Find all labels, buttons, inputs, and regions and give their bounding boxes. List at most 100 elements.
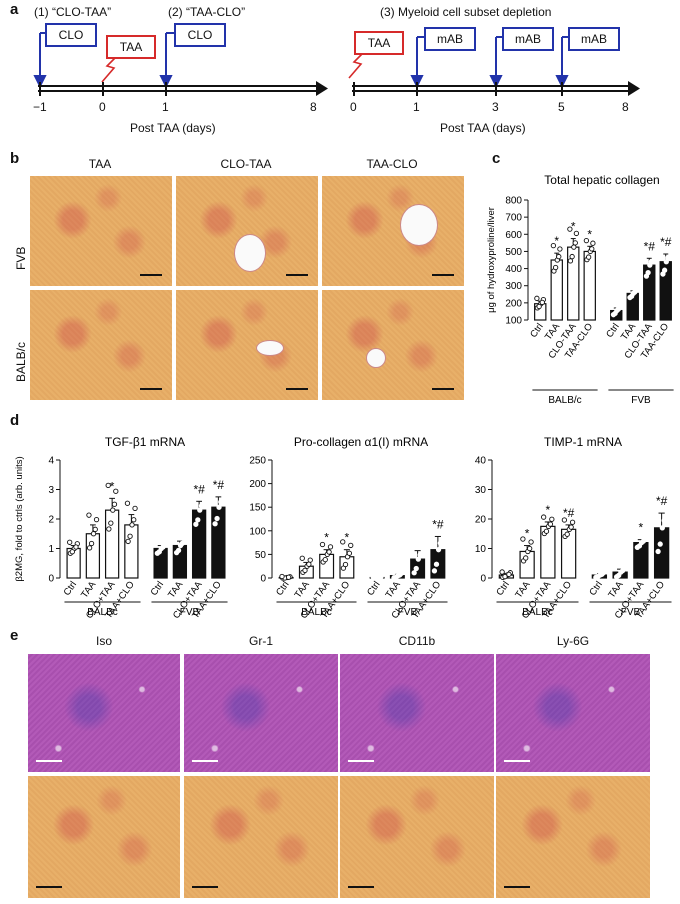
panel-letter-e: e [10,627,19,644]
data-point [632,289,638,295]
data-point [197,507,203,513]
data-point [666,246,672,253]
data-point [306,561,312,567]
scale-bar [36,886,62,888]
significance-marker: * [554,234,559,248]
y-axis-label: β2MG, fold to ctrls (arb. units) [14,456,25,581]
scale-bar [504,760,530,762]
scale-bar [348,886,374,888]
data-point [219,488,225,494]
data-point [572,240,578,246]
significance-marker: * [345,531,350,545]
y-tick-label: 100 [249,526,266,537]
micrograph-e-he-cd11b [340,654,494,772]
data-point [160,544,166,550]
y-tick-label: 700 [505,213,522,224]
data-point [73,544,79,550]
significance-marker: *# [656,494,668,508]
significance-marker: * [110,479,115,493]
mab-box-1: mAB [424,27,476,51]
data-point [564,531,570,537]
data-point [125,538,131,545]
data-point [86,545,93,551]
significance-marker: *# [193,482,205,496]
data-point [326,549,332,555]
data-point [180,535,187,542]
data-point [88,540,95,547]
data-point [431,568,438,574]
data-point [127,533,133,539]
data-point [655,548,661,555]
e-col-cd11b: CD11b [398,634,436,648]
data-point [156,549,162,555]
taa-box-2: TAA [354,31,404,55]
data-point [124,500,131,506]
scale-bar [140,274,162,276]
data-point [413,565,419,572]
data-point [67,539,73,545]
y-tick-label: 200 [505,298,522,309]
data-point [111,501,118,507]
data-point [568,524,574,530]
chart-title: Total hepatic collagen [544,173,659,187]
category-label: Ctrl [62,579,79,597]
data-point [665,255,671,261]
data-point [175,547,182,554]
data-point [212,521,218,527]
scale-bar [432,274,454,276]
category-label: TAA [384,579,404,600]
data-point [528,539,534,545]
y-tick-label: 30 [475,485,487,496]
protocol1-label: (1) “CLO-TAA” [34,5,112,19]
micrograph-e-sr-iso [28,776,180,898]
y-tick-label: 1 [48,544,54,555]
y-tick-label: 50 [255,550,267,561]
category-label: TAA [293,579,313,600]
data-point [661,517,667,524]
micrograph-e-he-iso [28,654,180,772]
b-col-taa-clo: TAA-CLO [366,157,418,171]
data-point [437,540,444,546]
data-point [616,572,622,578]
y-tick-label: 600 [505,230,522,241]
b-col-taa: TAA [88,157,112,171]
data-point [129,522,135,528]
y-tick-label: 200 [249,479,266,490]
chart-d-tgfb1-mrna: TGF-β1 mRNA β2MG, fold to ctrls (arb. uni… [14,435,228,618]
data-point [557,246,563,252]
micrograph-e-sr-gr1 [184,776,338,898]
chart-title: Pro-collagen α1(I) mRNA [294,435,428,449]
data-point [645,270,651,276]
data-point [589,246,595,252]
category-label: TAA [606,579,626,600]
data-point [108,520,114,526]
scale-bar [286,274,308,276]
data-point [340,539,346,545]
data-point [628,293,635,299]
category-label: Ctrl [587,579,604,597]
micrograph-e-sr-ly6g [496,776,650,898]
category-label: Ctrl [365,579,382,597]
data-point [132,505,138,512]
data-point [376,574,383,580]
tl1-tick-3: 8 [310,100,317,114]
vessel [400,204,438,246]
data-point [613,563,619,569]
data-point [439,525,445,532]
data-point [654,494,661,500]
y-tick-label: 4 [48,456,54,467]
data-point [547,521,554,527]
scale-bar [36,760,62,762]
category-label: Ctrl [149,579,166,597]
data-point [346,550,353,556]
bar [85,533,101,579]
data-point [200,493,206,499]
tl1-tick-2: 1 [162,100,169,114]
micrograph-e-sr-cd11b [340,776,494,898]
panel-letter-c: c [492,150,501,167]
micrograph-e-he-gr1 [184,654,338,772]
data-point [415,556,421,562]
data-point [322,556,328,563]
clo-box-2: CLO [174,23,226,47]
significance-marker: *# [563,506,575,520]
